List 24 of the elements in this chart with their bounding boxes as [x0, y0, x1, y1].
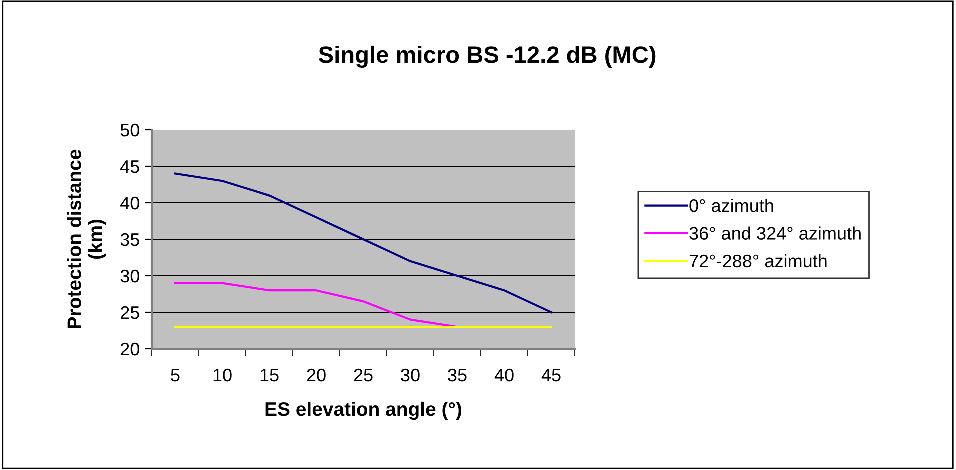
y-tick-label: 30 — [120, 270, 140, 283]
legend-label: 0° azimuth — [690, 199, 774, 212]
y-tick-label: 50 — [120, 124, 140, 137]
y-tick-label: 40 — [120, 196, 140, 210]
y-tick-label: 20 — [121, 342, 140, 356]
y-axis-title: Protection distance (km) — [67, 150, 106, 328]
y-tick-label: 35 — [120, 233, 140, 246]
x-tick-label: 5 — [171, 369, 180, 382]
legend-label: 72°-288° azimuth — [690, 254, 827, 268]
x-tick-label: 30 — [401, 368, 420, 382]
x-tick-label: 45 — [542, 369, 561, 382]
legend-label: 36° and 324° azimuth — [690, 226, 861, 240]
x-tick-label: 40 — [494, 368, 514, 382]
line-series — [174, 172, 553, 314]
x-axis-title: ES elevation angle (°) — [266, 402, 462, 420]
x-tick-label: 25 — [354, 368, 373, 382]
line-series — [174, 282, 459, 328]
x-tick-label: 10 — [214, 368, 232, 382]
y-tick-label: 45 — [120, 160, 140, 174]
y-tick-label: 25 — [121, 306, 140, 320]
x-tick-label: 20 — [307, 368, 326, 382]
x-tick-label: 15 — [260, 369, 279, 382]
chart-title: Single micro BS -12.2 dB (MC) — [319, 46, 656, 68]
x-tick-label: 35 — [448, 368, 467, 382]
